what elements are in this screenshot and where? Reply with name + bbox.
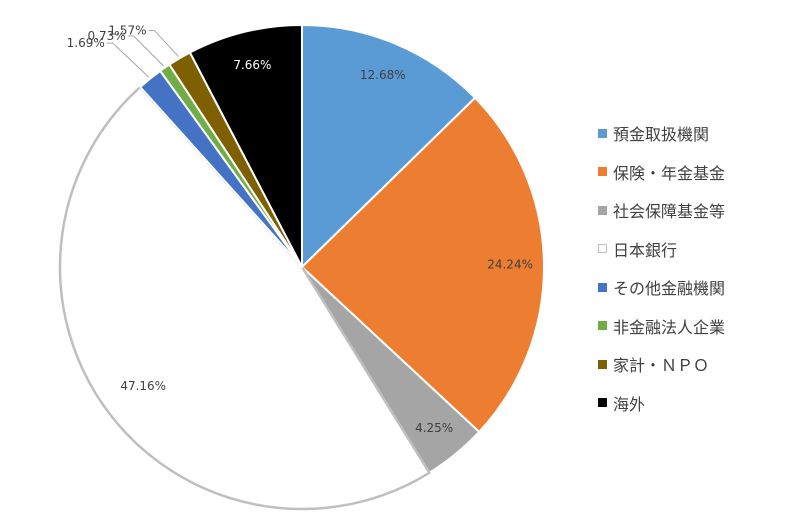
data-label: 47.16% bbox=[120, 379, 166, 393]
legend-item: 預金取扱機関 bbox=[598, 114, 725, 153]
data-label: 1.57% bbox=[108, 24, 146, 38]
slices-layer bbox=[58, 24, 545, 511]
legend-item: 保険・年金基金 bbox=[598, 153, 725, 192]
data-label: 24.24% bbox=[487, 257, 533, 271]
legend-label: 社会保障基金等 bbox=[613, 202, 726, 222]
legend-swatch bbox=[598, 167, 607, 177]
leader-line bbox=[148, 30, 179, 57]
data-label: 1.69% bbox=[67, 36, 105, 50]
legend-item: 海外 bbox=[598, 384, 725, 423]
data-labels-layer: 12.68% 24.24% 4.25% 47.16% 7.66% 1.57%0.73%1.… bbox=[67, 24, 533, 435]
data-label: 7.66% bbox=[233, 58, 271, 72]
leader-line bbox=[106, 42, 150, 78]
legend-label: 海外 bbox=[613, 394, 646, 414]
legend-swatch bbox=[598, 282, 607, 292]
legend-label: 預金取扱機関 bbox=[613, 125, 710, 145]
data-label: 4.25% bbox=[415, 421, 453, 435]
legend-label: 非金融法人企業 bbox=[613, 317, 726, 337]
legend-swatch bbox=[598, 244, 607, 254]
legend-item: 非金融法人企業 bbox=[598, 307, 725, 346]
legend-item: 社会保障基金等 bbox=[598, 191, 725, 230]
legend-item: その他金融機関 bbox=[598, 268, 725, 307]
legend-swatch bbox=[598, 205, 607, 215]
leader-line bbox=[127, 35, 164, 67]
legend-swatch bbox=[598, 359, 607, 369]
legend-label: 日本銀行 bbox=[613, 240, 678, 260]
data-label: 12.68% bbox=[360, 68, 406, 82]
pie-slice bbox=[58, 85, 431, 511]
legend-swatch bbox=[598, 128, 607, 138]
pie-slice bbox=[301, 96, 545, 433]
legend-swatch bbox=[598, 398, 607, 408]
data-label: 0.73% bbox=[88, 29, 126, 43]
legend-swatch bbox=[598, 321, 607, 331]
legend-label: 保険・年金基金 bbox=[613, 163, 726, 183]
legend-label: 家計・ＮＰＯ bbox=[613, 356, 710, 376]
legend: 預金取扱機関 保険・年金基金 社会保障基金等 日本銀行その他金融機関 非金融法人企業 家計… bbox=[598, 114, 725, 422]
legend-item: 日本銀行 bbox=[598, 230, 725, 269]
pie-slice bbox=[301, 24, 477, 268]
pie-slice bbox=[188, 24, 303, 268]
legend-label: その他金融機関 bbox=[613, 279, 726, 299]
leader-lines-layer bbox=[106, 30, 179, 78]
legend-item: 家計・ＮＰＯ bbox=[598, 345, 725, 384]
